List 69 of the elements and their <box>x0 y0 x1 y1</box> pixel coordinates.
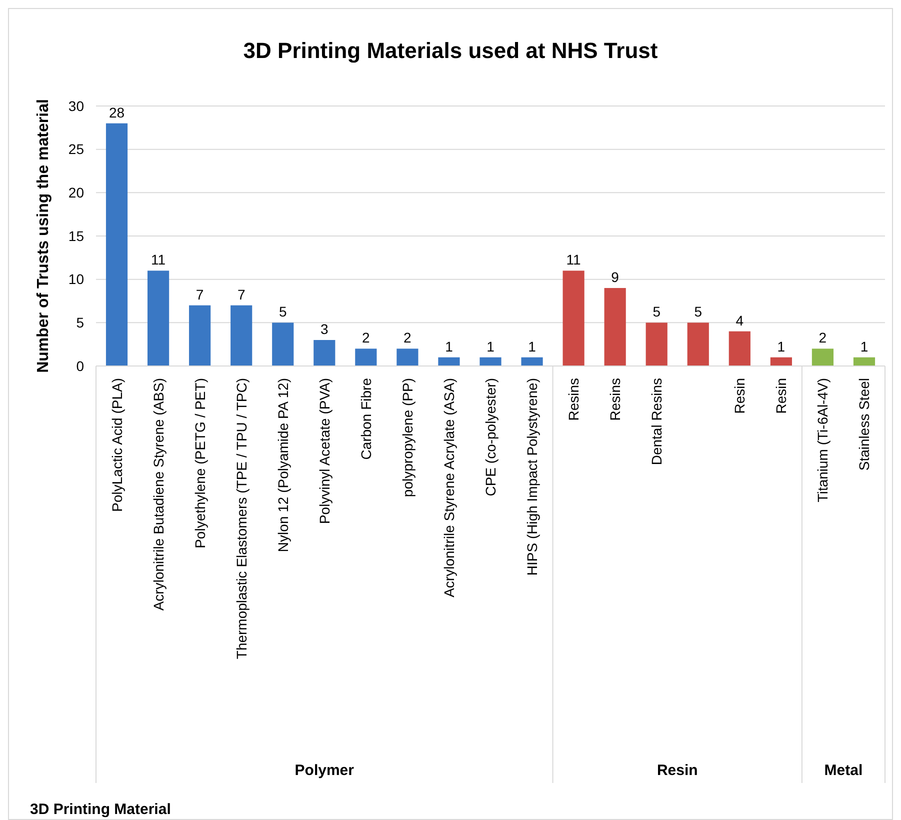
x-tick-label: Resins <box>607 378 624 421</box>
text: Metal <box>824 762 863 779</box>
y-axis-title: Number of Trusts using the material <box>35 99 52 373</box>
x-tick-label: Titanium (Ti-6Al-4V) <box>814 378 831 502</box>
bar <box>396 348 418 366</box>
data-label: 1 <box>528 338 536 354</box>
bar <box>355 348 377 366</box>
bar <box>728 331 750 366</box>
y-tick-label: 5 <box>76 314 84 331</box>
data-label: 5 <box>694 304 702 320</box>
x-tick-label: Acrylonitrile Styrene Acrylate (ASA) <box>440 378 457 598</box>
data-label: 3 <box>320 321 328 337</box>
bar <box>770 357 792 366</box>
data-label: 7 <box>237 286 246 302</box>
x-tick-label: PolyLactic Acid (PLA) <box>108 378 125 512</box>
y-tick-label: 30 <box>68 98 84 114</box>
data-label: 1 <box>445 338 454 354</box>
bar <box>189 305 211 366</box>
text: 3D Printing Material <box>30 801 171 818</box>
bar <box>106 123 128 366</box>
data-label: 5 <box>652 304 661 320</box>
text: Resin <box>656 762 698 779</box>
bar <box>272 322 294 366</box>
bar <box>812 348 834 366</box>
bar <box>480 357 502 366</box>
bar <box>687 322 709 366</box>
x-tick-label: polypropylene (PP) <box>399 378 416 498</box>
y-tick-label: 10 <box>68 271 84 288</box>
bar <box>438 357 460 366</box>
x-tick-label: CPE (co-polyester) <box>482 378 498 496</box>
x-tick-label: Acrylonitrile Butadiene Styrene (ABS) <box>150 378 166 611</box>
x-tick-label: Resin <box>773 378 790 414</box>
x-tick-label: Carbon Fibre <box>358 378 374 460</box>
bar <box>521 357 543 366</box>
data-label: 1 <box>486 338 495 354</box>
y-tick-label: 25 <box>68 141 84 158</box>
bar <box>604 288 626 366</box>
bar <box>562 270 584 366</box>
data-label: 2 <box>362 330 370 346</box>
data-label: 11 <box>151 252 166 268</box>
data-label: 28 <box>108 104 125 120</box>
bar <box>147 270 170 366</box>
y-tick-label: 20 <box>68 184 84 201</box>
bar <box>314 340 336 366</box>
data-label: 2 <box>404 330 412 346</box>
x-tick-label: Nylon 12 (Polyamide PA 12) <box>274 378 291 552</box>
y-tick-label: 0 <box>76 358 84 374</box>
x-tick-label: Stainless Steel <box>856 378 872 471</box>
bar <box>230 305 252 366</box>
data-label: 4 <box>736 312 744 328</box>
text: Polymer <box>294 762 354 779</box>
x-tick-label: Resin <box>732 378 748 414</box>
x-tick-label: Dental Resins <box>648 378 665 466</box>
bar <box>853 357 876 366</box>
x-tick-label: Thermoplastic Elastomers (TPE / TPU / TPC) <box>233 378 250 660</box>
data-label: 9 <box>611 269 620 285</box>
x-tick-label: Resins <box>566 378 582 421</box>
bar <box>646 322 668 366</box>
chart-title: 3D Printing Materials used at NHS Trust <box>243 38 658 63</box>
data-label: 1 <box>860 338 868 354</box>
x-tick-label: HIPS (High Impact Polystyrene) <box>524 378 540 576</box>
data-label: 7 <box>196 286 204 302</box>
data-label: 11 <box>566 252 582 268</box>
x-tick-label: Polyvinyl Acetate (PVA) <box>316 378 332 524</box>
data-label: 2 <box>818 330 827 346</box>
data-label: 1 <box>777 338 786 354</box>
y-tick-label: 15 <box>68 228 84 244</box>
data-label: 5 <box>278 304 287 320</box>
x-tick-label: Polyethylene (PETG / PET) <box>192 378 208 548</box>
